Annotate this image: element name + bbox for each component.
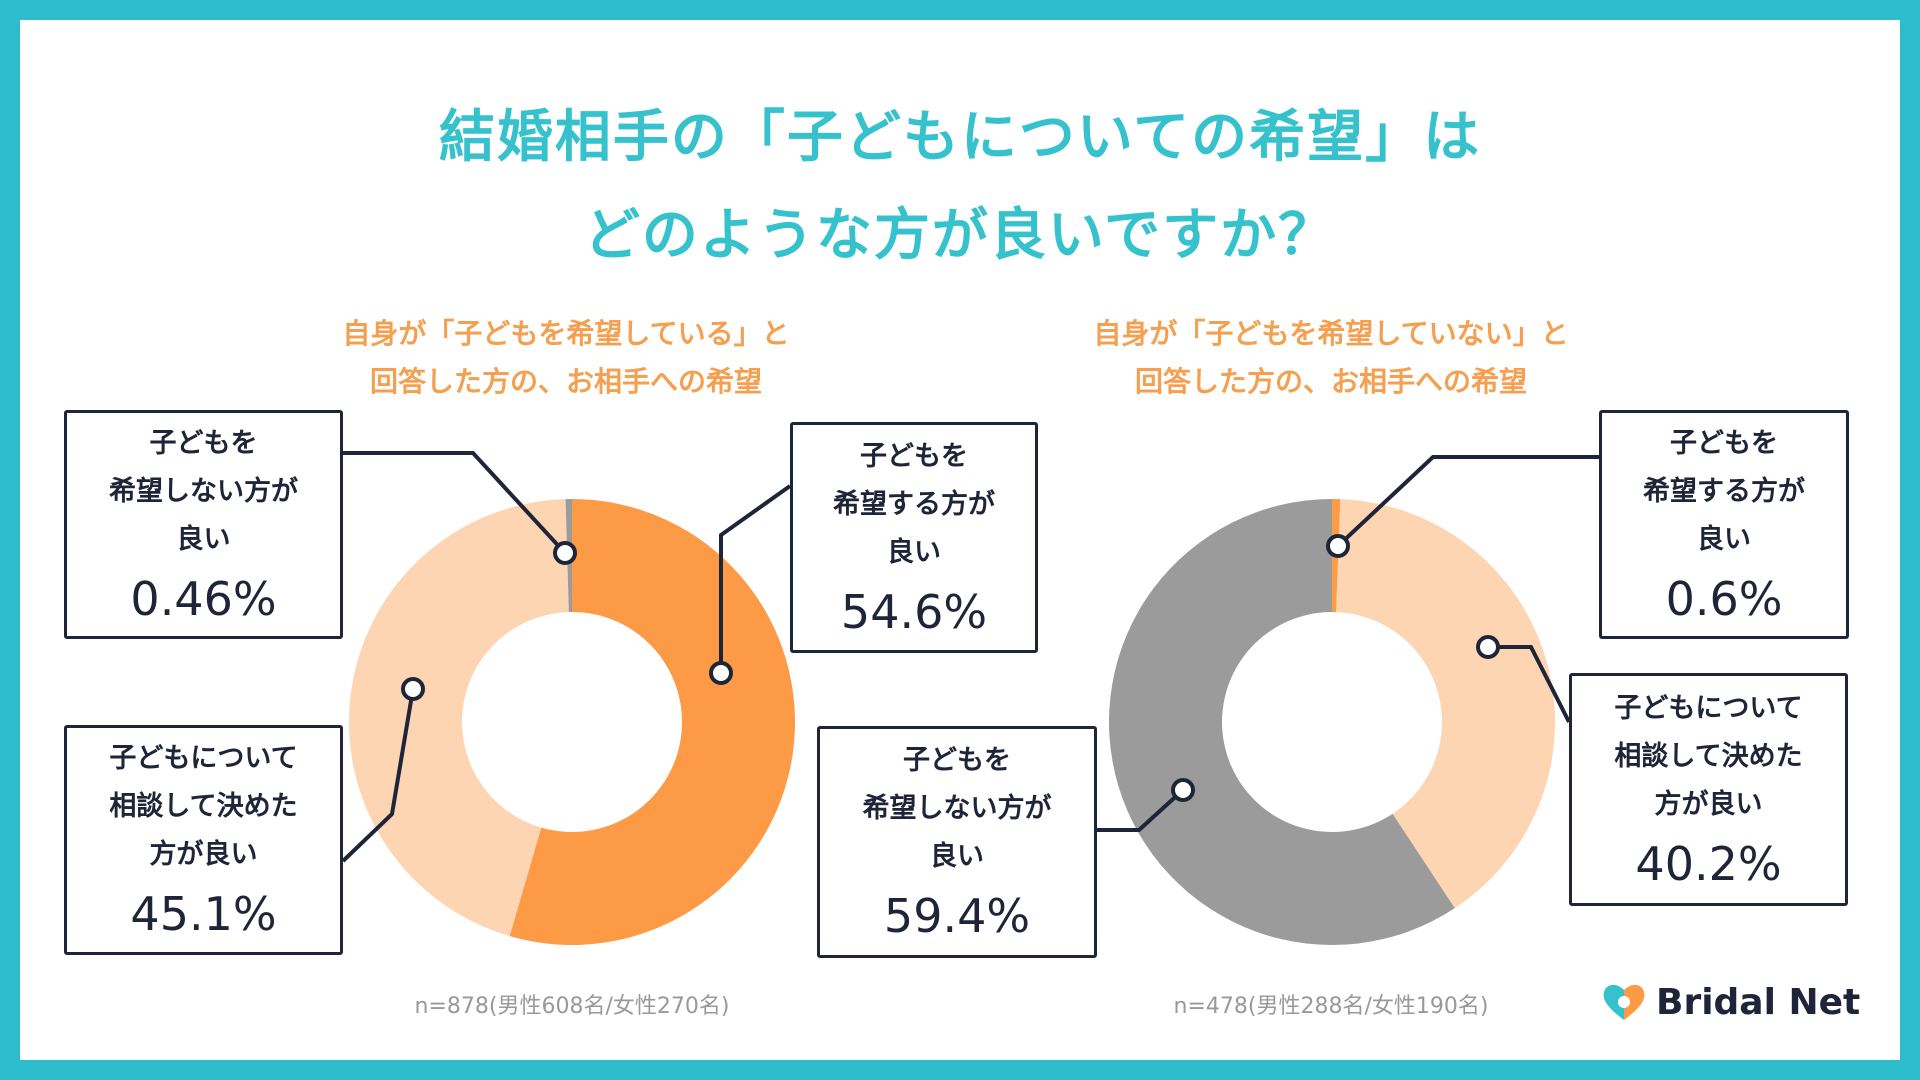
slice-label-line: 希望しない方が bbox=[862, 793, 1052, 824]
leader-dot-0-2 bbox=[553, 541, 577, 565]
label-box-1-2: 子どもを希望しない方が 良い 59.4% bbox=[817, 726, 1097, 958]
leader-line-1-2 bbox=[1097, 788, 1185, 832]
label-box-1-0: 子どもを希望する方が 良い 0.6% bbox=[1599, 410, 1849, 639]
left-subtitle-line-2: 回答した方の、お相手への希望 bbox=[369, 365, 762, 398]
slice-percent: 54.6% bbox=[840, 584, 988, 639]
heart-logo-icon bbox=[1603, 984, 1645, 1020]
slice-label-line: 良い bbox=[176, 523, 231, 555]
slice-percent: 59.4% bbox=[883, 889, 1031, 943]
slice-percent: 45.1% bbox=[130, 887, 277, 941]
slice-label-line: 子どもを bbox=[149, 427, 258, 459]
label-box-0-1: 子どもについて 相談して決めた 方が良い 45.1% bbox=[64, 725, 343, 955]
donut-1-slice-2 bbox=[1109, 499, 1455, 946]
donut-1-slice-1 bbox=[1336, 499, 1556, 909]
slice-percent: 0.46% bbox=[130, 571, 277, 626]
left-subtitle-line-1: 自身が「子どもを希望している」と bbox=[342, 317, 790, 350]
leader-dot-1-2 bbox=[1171, 778, 1195, 802]
slice-label-line: 方が良い bbox=[149, 839, 258, 870]
left-sample-note: n=878(男性608名/女性270名) bbox=[414, 994, 730, 1019]
slice-label-line: 方が良い bbox=[1654, 788, 1763, 820]
left-subtitle: 自身が「子どもを希望している」と 回答した方の、お相手への希望 bbox=[216, 310, 916, 406]
leader-line-1-0 bbox=[1336, 455, 1599, 548]
right-subtitle-line-1: 自身が「子どもを希望していない」と bbox=[1093, 317, 1569, 350]
slice-percent: 0.6% bbox=[1665, 571, 1783, 626]
donut-0-slice-0 bbox=[509, 499, 795, 945]
leader-line-1-1 bbox=[1488, 645, 1571, 723]
leader-line-0-1 bbox=[341, 688, 415, 863]
title-line-2: どのような方が良いですか？ bbox=[583, 203, 1337, 268]
slice-label-line: 良い bbox=[1697, 523, 1751, 555]
right-subtitle: 自身が「子どもを希望していない」と 回答した方の、お相手への希望 bbox=[981, 310, 1681, 406]
leader-line-0-2 bbox=[343, 451, 567, 555]
slice-label-line: 希望する方が bbox=[833, 488, 995, 520]
slice-label-line: 希望する方が bbox=[1643, 475, 1805, 507]
label-box-0-2: 子どもを希望しない方が 良い 0.46% bbox=[64, 410, 343, 639]
brand-name: Bridal Net bbox=[1656, 981, 1861, 1023]
donut-0-slice-1 bbox=[348, 499, 569, 937]
slice-label-line: 子どもを bbox=[860, 440, 968, 472]
slice-label-line: 希望しない方が bbox=[109, 475, 298, 507]
bridal-net-logo: Bridal Net bbox=[1600, 980, 1860, 1024]
slice-label-line: 相談して決めた bbox=[109, 791, 298, 822]
slice-label-line: 子どもを bbox=[903, 745, 1011, 776]
slice-label-line: 子どもについて bbox=[1614, 692, 1803, 724]
right-sample-note: n=478(男性288名/女性190名) bbox=[1173, 994, 1489, 1019]
label-box-0-0: 子どもを希望する方が 良い 54.6% bbox=[790, 422, 1038, 653]
leader-dot-1-1 bbox=[1476, 635, 1500, 659]
label-box-1-1: 子どもについて 相談して決めた 方が良い 40.2% bbox=[1569, 673, 1848, 906]
slice-label-line: 子どもについて bbox=[109, 743, 298, 774]
slice-percent: 40.2% bbox=[1635, 836, 1782, 891]
slice-label-line: 子どもを bbox=[1670, 427, 1778, 459]
leader-dot-0-0 bbox=[709, 661, 733, 685]
slice-label-line: 良い bbox=[930, 841, 984, 872]
leader-dot-0-1 bbox=[401, 677, 425, 701]
slice-label-line: 良い bbox=[887, 536, 941, 568]
right-subtitle-line-2: 回答した方の、お相手への希望 bbox=[1134, 365, 1527, 398]
leader-line-0-0 bbox=[719, 484, 792, 673]
title-line-1: 結婚相手の「子どもについての希望」は bbox=[438, 105, 1482, 170]
leader-dot-1-0 bbox=[1326, 534, 1350, 558]
slice-label-line: 相談して決めた bbox=[1614, 740, 1803, 772]
